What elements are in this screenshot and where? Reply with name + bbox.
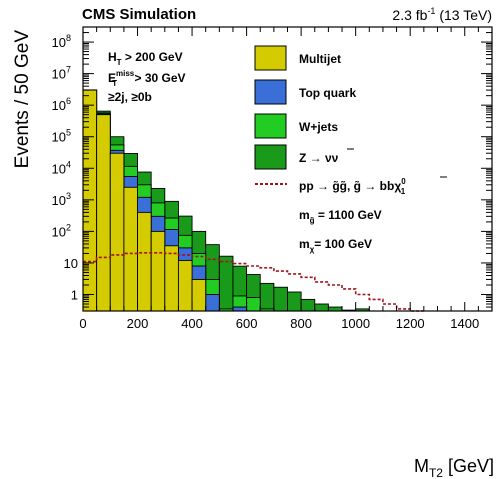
y-tick-label: 10 bbox=[64, 256, 78, 271]
legend-label-top: Top quark bbox=[299, 86, 356, 100]
bar-multijet bbox=[164, 245, 179, 312]
selection-cuts: HT > 200 GeV Emiss T > 30 GeV ≥2j, ≥0b bbox=[108, 50, 186, 104]
legend-swatch-top bbox=[254, 79, 287, 105]
legend-mass-gluino: mg̃ = 1100 GeV bbox=[299, 208, 382, 225]
legend-mass-neutralino: mχ= 100 GeV bbox=[299, 237, 372, 254]
y-tick-label: 104 bbox=[52, 159, 71, 176]
legend-swatch-multijet bbox=[254, 45, 287, 71]
y-tick-label: 105 bbox=[52, 128, 71, 145]
legend-label-wjets: W+jets bbox=[299, 120, 338, 134]
y-tick-label: 106 bbox=[52, 96, 71, 113]
bar-wjets bbox=[246, 297, 261, 312]
bar-multijet bbox=[191, 278, 207, 312]
x-tick-label: 800 bbox=[290, 316, 312, 331]
cut-ht: HT > 200 GeV bbox=[108, 50, 183, 67]
x-tick-label: 1200 bbox=[396, 316, 425, 331]
y-tick-label: 103 bbox=[52, 191, 71, 208]
bar-zinv bbox=[259, 282, 275, 312]
legend-swatch-zinv bbox=[254, 144, 287, 170]
y-tick-label: 108 bbox=[52, 33, 71, 50]
experiment-label: CMS Simulation bbox=[82, 6, 196, 23]
stacked-histograms bbox=[82, 89, 370, 312]
axis-ticks: 0 200 400 600 800 1000 1200 1400 1 10 102 103 104 105… bbox=[52, 26, 493, 331]
x-axis-title: MT2 [GeV] bbox=[414, 456, 494, 479]
bar-multijet bbox=[123, 186, 138, 312]
x-tick-label: 1000 bbox=[341, 316, 370, 331]
cut-met: Emiss T > 30 GeV bbox=[108, 69, 186, 88]
bar-multijet bbox=[109, 152, 125, 312]
series-multijet bbox=[82, 89, 207, 312]
legend-label-zinv: Z → νν bbox=[299, 151, 339, 165]
bar-top bbox=[205, 294, 220, 312]
plot-frame bbox=[82, 26, 493, 312]
x-tick-label: 0 bbox=[79, 316, 86, 331]
lumi-label: 2.3 fb-1 (13 TeV) bbox=[392, 6, 492, 23]
x-tick-label: 200 bbox=[127, 316, 149, 331]
legend-swatch-wjets bbox=[254, 113, 287, 139]
signal-curve bbox=[83, 252, 424, 312]
bar-zinv bbox=[300, 298, 316, 312]
signal-line bbox=[83, 252, 424, 312]
legend-label-signal: pp → g̃g̃, g̃ → bbχ0 1 bbox=[299, 177, 406, 196]
x-tick-label: 1400 bbox=[450, 316, 479, 331]
y-axis-title: Events / 50 GeV bbox=[12, 30, 33, 169]
bar-multijet bbox=[137, 211, 152, 312]
x-tick-label: 600 bbox=[236, 316, 258, 331]
legend-label-multijet: Multijet bbox=[299, 52, 341, 66]
bar-zinv bbox=[287, 291, 302, 312]
y-tick-label: 102 bbox=[52, 222, 71, 239]
bar-multijet bbox=[96, 114, 111, 312]
legend: Multijet Top quark W+jets Z → νν pp → g̃… bbox=[254, 45, 447, 254]
bar-multijet bbox=[177, 259, 193, 312]
bar-zinv bbox=[218, 255, 234, 312]
bar-zinv bbox=[273, 286, 288, 312]
bar-multijet bbox=[82, 89, 98, 312]
cut-jets: ≥2j, ≥0b bbox=[108, 90, 152, 104]
bar-multijet bbox=[150, 230, 166, 312]
y-tick-label: 107 bbox=[52, 65, 71, 82]
y-tick-label: 1 bbox=[71, 288, 78, 303]
x-tick-label: 400 bbox=[181, 316, 203, 331]
bar-zinv bbox=[314, 303, 329, 312]
